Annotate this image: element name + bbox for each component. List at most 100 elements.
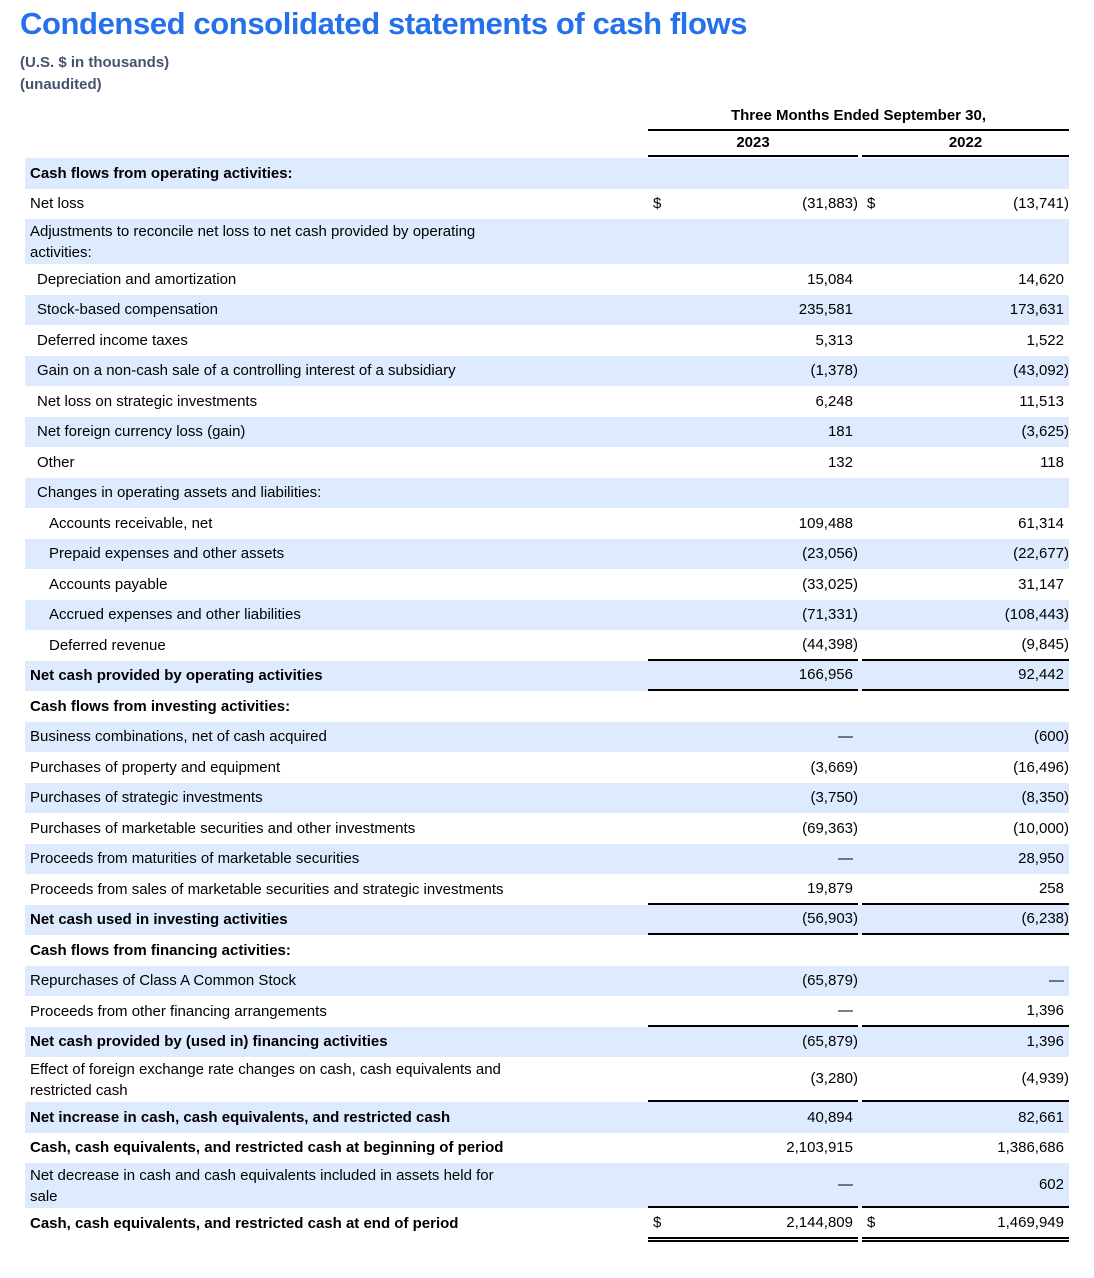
value-text: 5,313 (815, 331, 853, 349)
table-row: Changes in operating assets and liabilit… (25, 477, 1069, 509)
row-label-line: Cash flows from financing activities: (30, 941, 291, 959)
value-text: (9,845) (1021, 635, 1069, 653)
value-2023: (56,903) (648, 905, 858, 935)
value-2023: 166,956 (648, 661, 858, 691)
value-2023: (33,025) (648, 569, 858, 600)
row-label: Accrued expenses and other liabilities (25, 600, 648, 631)
value-2022: 28,950 (862, 844, 1069, 875)
table-row: Prepaid expenses and other assets (23,056… (25, 538, 1069, 570)
value-text: (65,879) (802, 972, 858, 990)
value-2023: (3,280) (648, 1057, 858, 1102)
column-2023-rule (648, 155, 858, 157)
value-2023: 132 (648, 447, 858, 478)
value-text: — (838, 850, 853, 868)
table-row: Net increase in cash, cash equivalents, … (25, 1102, 1069, 1133)
value-text: (23,056) (802, 545, 858, 563)
value-text: (8,350) (1021, 789, 1069, 807)
value-text: 11,513 (1019, 392, 1064, 410)
value-2022: 1,396 (862, 996, 1069, 1027)
value-text: (43,092) (1013, 362, 1069, 380)
row-label: Cash flows from financing activities: (25, 935, 648, 966)
value-text: 132 (827, 453, 853, 471)
table-row: Repurchases of Class A Common Stock (65,8… (25, 965, 1069, 997)
value-2022: 31,147 (862, 569, 1069, 600)
table-row: Cash flows from investing activities: (25, 691, 1069, 722)
table-body: Cash flows from operating activities: Net… (25, 158, 1069, 1241)
value-2023: — (648, 722, 858, 753)
value-2023: — (648, 844, 858, 875)
value-text: (13,741) (1013, 195, 1069, 213)
value-2023: 15,084 (648, 264, 858, 295)
row-label-line: Net loss on strategic investments (37, 392, 258, 410)
row-label-line: Purchases of marketable securities and o… (30, 819, 416, 837)
value-text: 1,396 (1026, 1001, 1064, 1019)
value-text: 2,103,915 (786, 1139, 853, 1157)
value-text: 173,631 (1009, 301, 1064, 319)
row-label: Business combinations, net of cash acqui… (25, 722, 648, 753)
table-row: Deferred income taxes 5,313 1,522 (25, 325, 1069, 356)
value-text: (22,677) (1013, 545, 1069, 563)
row-label-line: Accounts payable (49, 575, 168, 593)
value-text: — (1049, 972, 1064, 990)
value-2023 (648, 478, 858, 509)
table-row: Deferred revenue (44,398) (9,845) (25, 630, 1069, 661)
table-row: Net foreign currency loss (gain) 181 (3,62… (25, 416, 1069, 447)
value-2023: $2,144,809 (648, 1208, 858, 1241)
row-label: Effect of foreign exchange rate changes … (25, 1057, 648, 1102)
subtitle-units: (U.S. $ in thousands) (20, 54, 170, 71)
table-row: Accrued expenses and other liabilities (7… (25, 599, 1069, 631)
value-2023: (3,669) (648, 752, 858, 783)
value-2023 (648, 158, 858, 189)
table-row: Accounts payable (33,025) 31,147 (25, 569, 1069, 600)
subtitle-unaudited: (unaudited) (20, 76, 102, 93)
value-2022: 118 (862, 447, 1069, 478)
row-label-line: Cash flows from investing activities: (30, 697, 291, 715)
value-text: 181 (827, 423, 853, 441)
value-text: 1,522 (1026, 331, 1064, 349)
value-2023: (3,750) (648, 783, 858, 814)
row-label: Purchases of marketable securities and o… (25, 813, 648, 844)
value-text: (1,378) (810, 362, 858, 380)
dollar-sign: $ (653, 195, 662, 213)
row-label: Prepaid expenses and other assets (25, 539, 648, 570)
value-2023 (648, 691, 858, 722)
table-row: Effect of foreign exchange rate changes … (25, 1057, 1069, 1102)
row-label-line: Proceeds from maturities of marketable s… (30, 850, 360, 868)
value-text: (65,879) (802, 1033, 858, 1051)
value-text: (3,280) (810, 1070, 858, 1087)
row-label-line: Adjustments to reconcile net loss to net… (30, 222, 476, 240)
row-label-line: Changes in operating assets and liabilit… (37, 484, 322, 502)
value-text: 2,144,809 (786, 1213, 853, 1231)
value-text: 40,894 (807, 1108, 853, 1126)
table-row: Net loss $ (31,883) $ (13,741) (25, 189, 1069, 220)
row-label-line: Deferred income taxes (37, 331, 188, 349)
row-label-line: Other (37, 453, 75, 471)
row-label-line: Stock-based compensation (37, 301, 218, 319)
row-label-line: Cash flows from operating activities: (30, 164, 293, 182)
value-text: (56,903) (802, 910, 858, 928)
table-row: Proceeds from other financing arrangemen… (25, 996, 1069, 1027)
value-2022: (600) (862, 722, 1069, 753)
row-label: Accounts payable (25, 569, 648, 600)
dollar-sign: $ (867, 195, 876, 213)
value-text: (3,669) (810, 758, 858, 776)
value-2023: (65,879) (648, 966, 858, 997)
table-row: Net cash used in investing activities (56… (25, 904, 1069, 935)
value-2023: 235,581 (648, 295, 858, 326)
value-text: (69,363) (802, 819, 858, 837)
value-text: — (838, 1176, 853, 1193)
row-label: Accounts receivable, net (25, 508, 648, 539)
row-label-line: activities: (30, 243, 92, 261)
row-label-line: Proceeds from other financing arrangemen… (30, 1002, 327, 1020)
value-2023: (44,398) (648, 630, 858, 661)
value-text: (108,443) (1004, 606, 1069, 624)
value-text: (31,883) (802, 195, 858, 213)
row-label: Proceeds from maturities of marketable s… (25, 844, 648, 875)
row-label-line: Net cash used in investing activities (30, 911, 288, 929)
row-label: Cash flows from operating activities: (25, 158, 648, 189)
value-2023: (1,378) (648, 356, 858, 387)
row-label-line: Net decrease in cash and cash equivalent… (30, 1166, 494, 1184)
value-2022: 11,513 (862, 386, 1069, 417)
row-label: Other (25, 447, 648, 478)
table-row: Proceeds from maturities of marketable s… (25, 843, 1069, 875)
